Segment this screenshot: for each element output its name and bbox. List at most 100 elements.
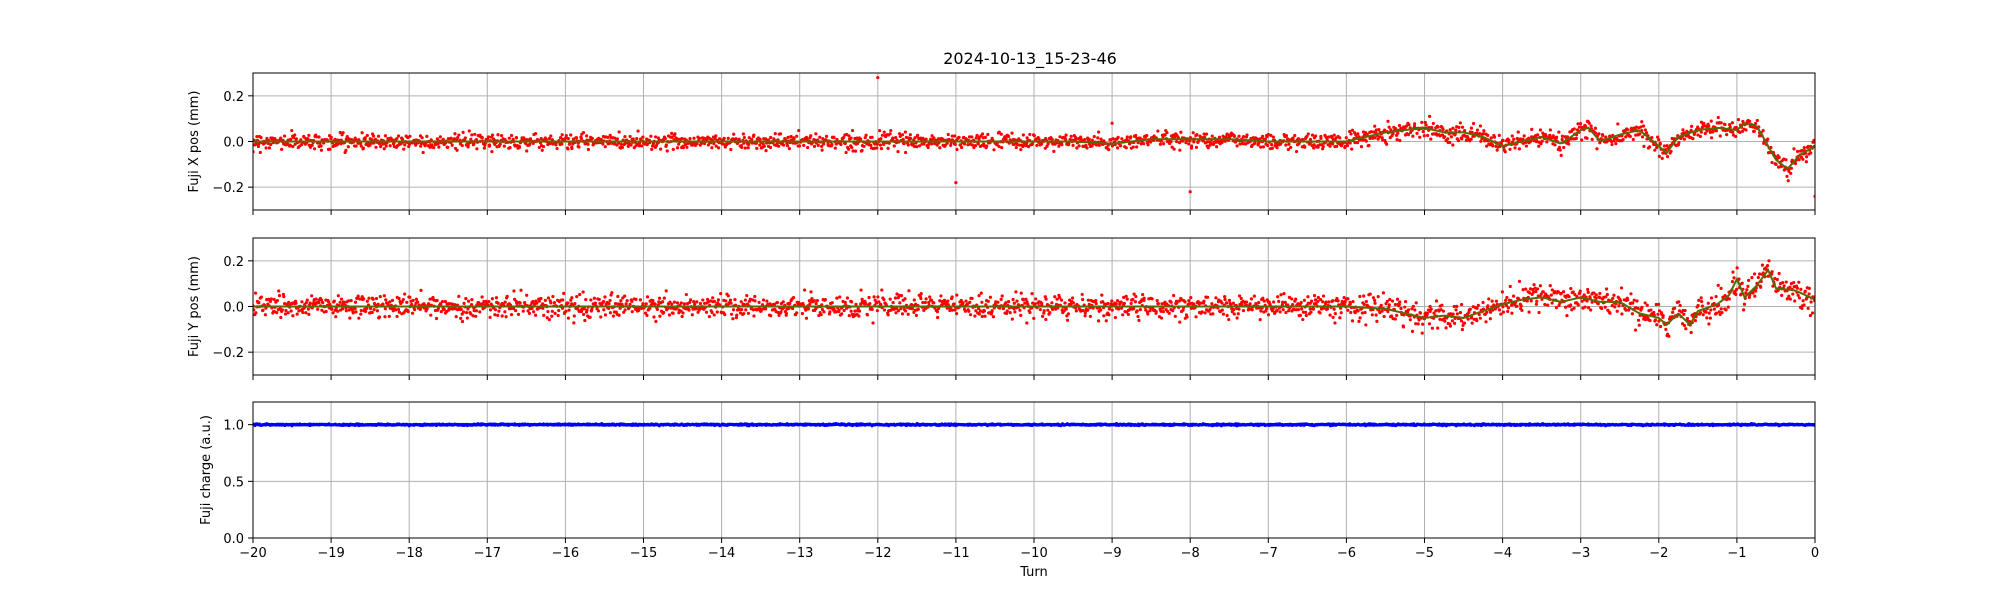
data-point xyxy=(1475,306,1479,310)
data-point xyxy=(713,136,717,141)
data-point xyxy=(1756,275,1760,280)
data-point xyxy=(493,308,498,312)
data-point xyxy=(1057,144,1061,148)
data-point xyxy=(1275,308,1279,312)
data-point xyxy=(1004,301,1008,305)
data-point xyxy=(1066,312,1070,316)
data-point xyxy=(1669,149,1673,153)
data-point xyxy=(792,137,796,141)
data-point xyxy=(1311,307,1316,311)
data-point xyxy=(554,143,558,147)
data-point xyxy=(970,135,974,139)
data-point xyxy=(310,143,314,147)
data-point xyxy=(1791,292,1795,296)
data-point xyxy=(480,136,484,140)
data-point xyxy=(1141,293,1145,297)
data-point xyxy=(338,130,342,135)
data-point xyxy=(1059,298,1064,302)
data-point xyxy=(1455,312,1459,316)
data-point xyxy=(578,292,582,297)
data-point xyxy=(1338,136,1342,140)
data-point xyxy=(1506,306,1511,310)
data-point xyxy=(1287,309,1291,313)
data-point xyxy=(321,301,325,305)
data-point xyxy=(1262,299,1266,303)
data-point xyxy=(688,137,692,141)
data-point xyxy=(1653,148,1657,152)
data-point xyxy=(1683,308,1687,313)
data-point xyxy=(581,290,585,294)
data-point xyxy=(1795,149,1800,153)
data-point xyxy=(613,302,618,306)
data-point xyxy=(628,302,632,306)
data-point xyxy=(823,298,827,302)
data-point xyxy=(1237,294,1242,298)
data-point xyxy=(560,133,564,137)
data-point xyxy=(734,137,738,141)
data-point xyxy=(1332,133,1336,137)
data-point xyxy=(1517,279,1522,283)
data-point xyxy=(566,316,570,320)
data-point xyxy=(1333,312,1337,316)
data-point xyxy=(1561,290,1566,294)
data-point xyxy=(661,300,665,304)
data-point xyxy=(932,301,936,305)
data-point xyxy=(1585,136,1589,140)
data-point xyxy=(1015,299,1019,303)
data-point xyxy=(850,145,854,150)
data-point xyxy=(1560,137,1564,142)
data-point xyxy=(1453,321,1457,325)
data-point xyxy=(1046,308,1050,312)
data-point xyxy=(410,302,414,307)
data-point xyxy=(1541,290,1545,294)
data-point xyxy=(695,142,699,146)
data-point xyxy=(1149,140,1153,144)
data-point xyxy=(585,134,589,138)
data-point xyxy=(1505,295,1509,300)
data-point xyxy=(482,146,486,150)
data-point xyxy=(390,298,395,302)
data-point xyxy=(1090,138,1094,142)
data-point xyxy=(1576,122,1580,126)
data-point xyxy=(1339,311,1343,315)
data-point xyxy=(857,309,862,313)
data-point xyxy=(1451,143,1455,147)
data-point xyxy=(988,295,993,299)
data-point xyxy=(1138,136,1142,140)
data-point xyxy=(724,299,728,303)
data-point xyxy=(498,142,502,146)
data-point xyxy=(557,308,561,313)
data-point xyxy=(1217,135,1222,139)
data-point xyxy=(888,132,892,136)
data-point xyxy=(349,299,353,303)
data-point xyxy=(509,313,514,317)
data-point xyxy=(1232,308,1236,312)
data-point xyxy=(1709,136,1714,140)
data-point xyxy=(597,136,601,140)
data-point xyxy=(896,309,901,313)
data-point xyxy=(935,143,939,147)
data-point xyxy=(1308,307,1312,311)
data-point xyxy=(1003,135,1007,139)
data-point xyxy=(916,133,920,137)
data-point xyxy=(275,311,279,315)
data-point xyxy=(1428,304,1432,309)
data-point xyxy=(1415,131,1419,135)
data-point xyxy=(1451,312,1455,316)
data-point xyxy=(747,136,751,140)
data-point xyxy=(617,313,621,317)
data-point xyxy=(332,299,336,303)
data-point xyxy=(1539,292,1543,296)
data-point xyxy=(961,301,965,305)
data-point xyxy=(466,143,470,147)
data-point xyxy=(1589,124,1593,128)
data-point xyxy=(1589,308,1593,312)
data-point xyxy=(702,141,707,146)
data-point xyxy=(758,137,762,141)
data-point xyxy=(1235,316,1239,320)
data-point xyxy=(1533,286,1537,290)
data-point xyxy=(1232,312,1236,316)
data-point xyxy=(346,145,350,149)
data-point xyxy=(1163,133,1167,137)
